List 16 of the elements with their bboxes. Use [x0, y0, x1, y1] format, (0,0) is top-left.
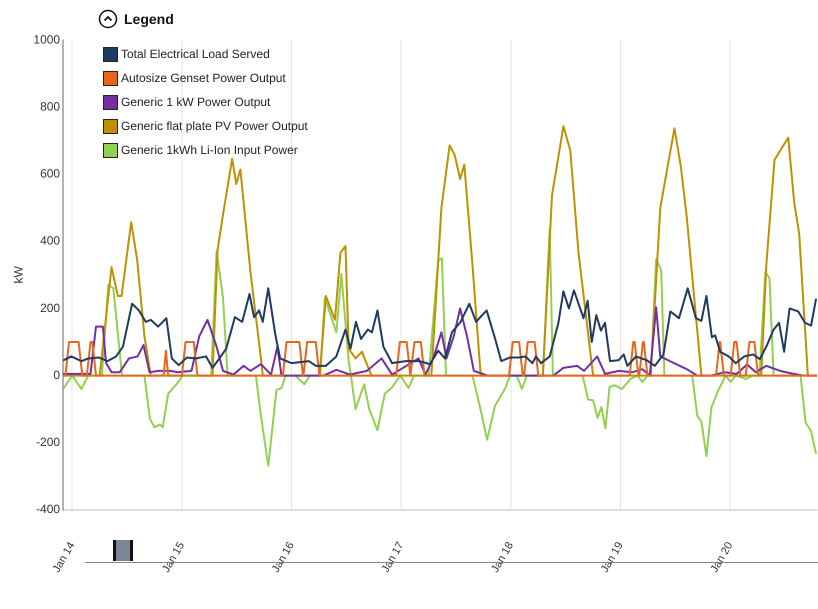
legend-label: Generic 1kWh Li-Ion Input Power [121, 143, 298, 157]
y-tick-label: -200 [36, 434, 60, 449]
legend-label: Generic flat plate PV Power Output [121, 119, 308, 133]
legend-label: Generic 1 kW Power Output [121, 95, 270, 109]
y-tick-label: 200 [40, 300, 60, 315]
y-tick-label: 400 [40, 234, 60, 248]
y-tick-label: 0 [53, 368, 60, 382]
x-tick-label: Jan 14 [50, 540, 78, 575]
legend-label: Total Electrical Load Served [121, 47, 270, 61]
legend-title: Legend [124, 11, 174, 27]
y-axis-title: kW [12, 266, 26, 284]
y-tick-label: 800 [40, 99, 60, 114]
y-tick-label: 600 [40, 166, 60, 181]
y-tick-label: 1000 [33, 32, 60, 46]
legend-label: Autosize Genset Power Output [121, 71, 286, 85]
y-tick-label: -400 [36, 502, 60, 516]
